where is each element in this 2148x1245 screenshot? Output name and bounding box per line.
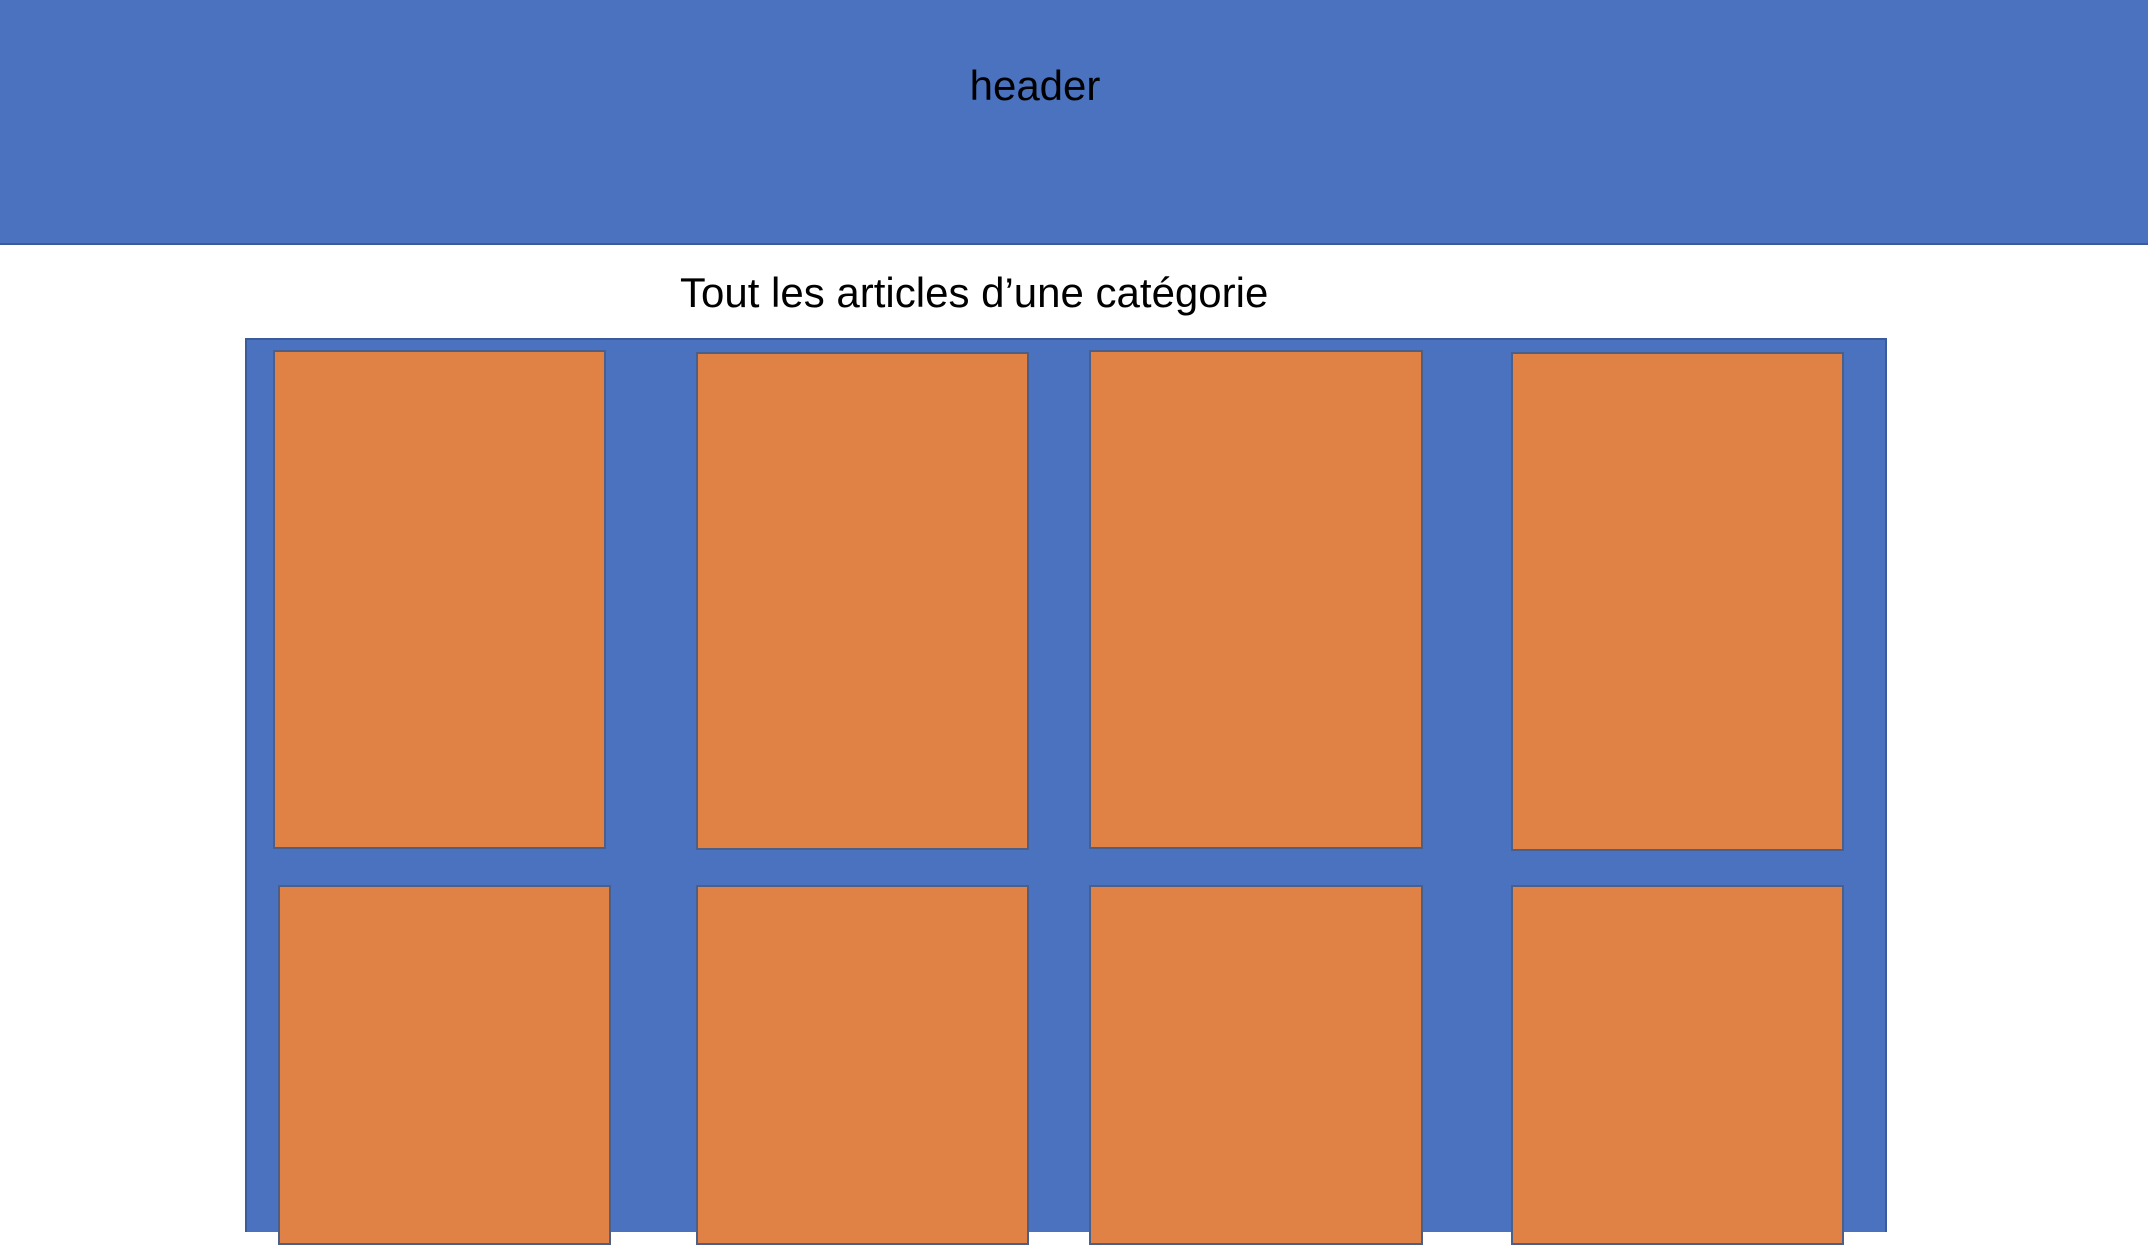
article-card[interactable] bbox=[1089, 350, 1423, 849]
section-title: Tout les articles d’une catégorie bbox=[680, 269, 1269, 316]
article-card[interactable] bbox=[273, 350, 606, 849]
article-card[interactable] bbox=[696, 885, 1029, 1245]
article-card[interactable] bbox=[696, 352, 1029, 850]
header-label: header bbox=[969, 62, 1101, 109]
header-banner: header bbox=[0, 0, 2148, 245]
article-card[interactable] bbox=[1089, 885, 1423, 1245]
article-card[interactable] bbox=[1511, 352, 1844, 851]
article-card[interactable] bbox=[278, 885, 611, 1245]
article-card[interactable] bbox=[1511, 885, 1844, 1245]
article-grid bbox=[245, 338, 1887, 1245]
